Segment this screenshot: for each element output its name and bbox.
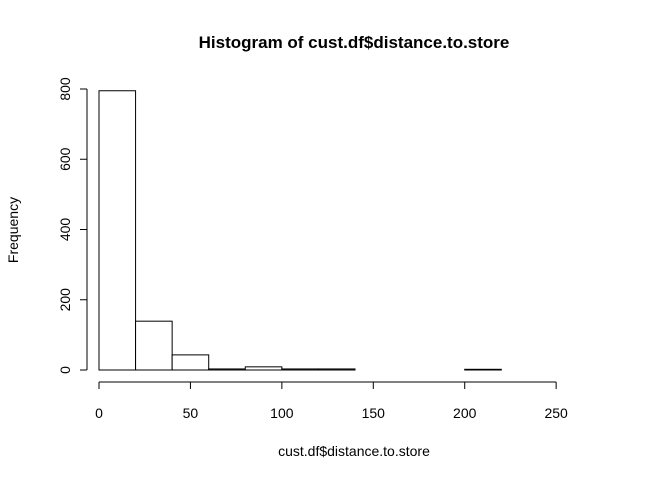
- x-tick-label: 150: [362, 405, 386, 421]
- histogram-bar-0: [98, 90, 137, 371]
- histogram-bar-4: [244, 366, 283, 371]
- histogram-bar-1: [135, 320, 173, 371]
- bars-group: [98, 90, 502, 371]
- y-axis: 0 200 400 600 800: [57, 77, 88, 374]
- y-tick-label: 200: [57, 288, 73, 312]
- histogram-bar-5: [281, 368, 319, 371]
- y-tick-label: 0: [57, 366, 73, 374]
- x-tick-label: 100: [270, 405, 294, 421]
- histogram-bar-10: [464, 368, 502, 371]
- y-tick-label: 600: [57, 147, 73, 171]
- x-tick-label: 200: [453, 405, 477, 421]
- x-tick-label: 0: [95, 405, 103, 421]
- y-axis-label: Frequency: [5, 197, 21, 263]
- y-tick-label: 400: [57, 218, 73, 242]
- x-axis: 0 50 100 150 200 250: [95, 381, 568, 421]
- x-axis-label: cust.df$distance.to.store: [278, 443, 430, 459]
- chart-title: Histogram of cust.df$distance.to.store: [199, 33, 510, 52]
- y-tick-label: 800: [57, 77, 73, 101]
- x-tick-label: 250: [544, 405, 568, 421]
- histogram-bar-6: [317, 368, 356, 371]
- histogram-bar-2: [171, 354, 210, 371]
- histogram-bar-3: [208, 368, 246, 371]
- x-tick-label: 50: [183, 405, 199, 421]
